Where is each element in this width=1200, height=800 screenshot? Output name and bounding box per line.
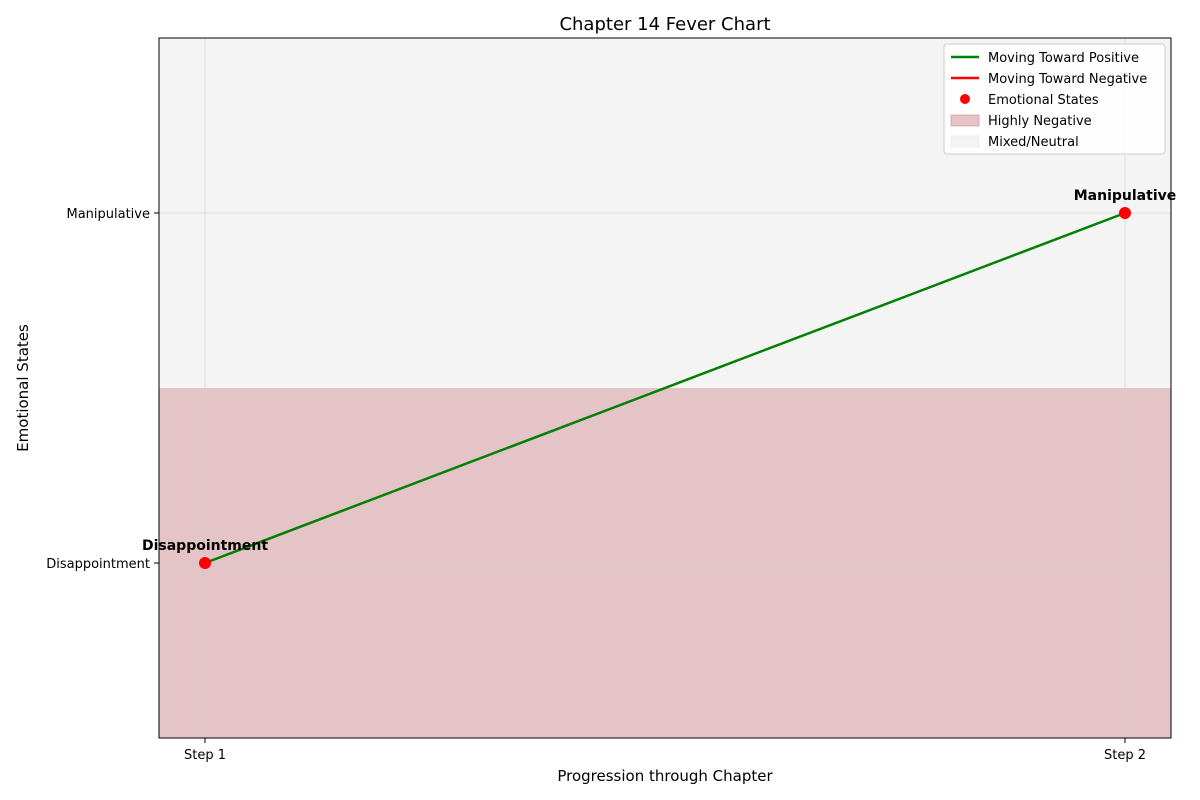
legend-box bbox=[943, 43, 1166, 155]
point-label: Manipulative bbox=[1074, 188, 1177, 204]
legend-marker-swatch bbox=[960, 94, 970, 104]
x-axis-label: Progression through Chapter bbox=[557, 767, 773, 785]
legend-entry-label: Highly Negative bbox=[988, 114, 1092, 129]
y-tick-label: Manipulative bbox=[66, 207, 150, 222]
emotional-state-point bbox=[1119, 207, 1131, 219]
x-tick-label: Step 1 bbox=[184, 748, 226, 763]
legend-entry-label: Moving Toward Negative bbox=[988, 72, 1147, 87]
y-axis-label: Emotional States bbox=[14, 324, 32, 452]
plot-frame bbox=[158, 37, 1172, 739]
legend-entry-label: Mixed/Neutral bbox=[988, 135, 1079, 150]
legend-entry-label: Moving Toward Positive bbox=[988, 51, 1139, 66]
legend: Moving Toward Positive Moving Toward Nega… bbox=[943, 43, 1166, 155]
point-label: Disappointment bbox=[142, 538, 268, 554]
legend-patch-swatch bbox=[950, 135, 980, 148]
emotional-state-point bbox=[199, 557, 211, 569]
series-line-segment bbox=[204, 211, 1126, 565]
chart-title: Chapter 14 Fever Chart bbox=[559, 14, 770, 35]
legend-patch-swatch bbox=[950, 114, 980, 127]
legend-entry-label: Emotional States bbox=[988, 93, 1099, 108]
x-tick-label: Step 2 bbox=[1104, 748, 1146, 763]
y-tick-label: Disappointment bbox=[46, 557, 150, 572]
